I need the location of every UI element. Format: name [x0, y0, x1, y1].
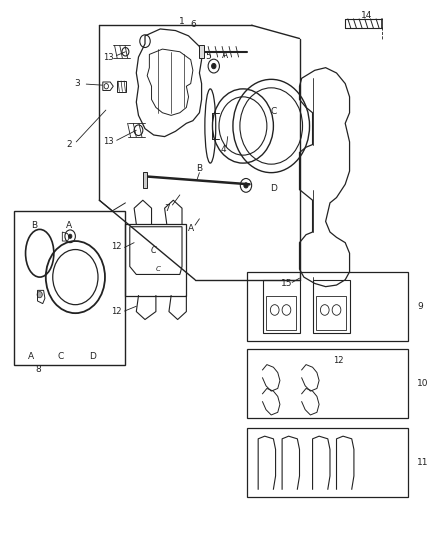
Text: C: C [155, 266, 160, 272]
Text: 10: 10 [417, 378, 428, 387]
Text: 7: 7 [164, 204, 170, 213]
Bar [247, 428, 408, 497]
Text: B: B [196, 164, 202, 173]
Text: 13: 13 [102, 138, 113, 147]
Circle shape [68, 234, 72, 238]
Polygon shape [143, 172, 147, 188]
Text: 5: 5 [206, 52, 212, 61]
Text: 13: 13 [102, 53, 113, 62]
Text: 2: 2 [66, 140, 72, 149]
Bar [14, 211, 125, 365]
Text: C: C [270, 107, 276, 116]
Text: 12: 12 [112, 243, 122, 252]
Text: 15: 15 [281, 279, 292, 288]
Circle shape [37, 292, 42, 298]
Circle shape [244, 183, 248, 188]
Text: B: B [31, 221, 37, 230]
Text: 12: 12 [333, 357, 344, 366]
Text: A: A [66, 221, 72, 230]
Text: 14: 14 [361, 11, 373, 20]
Text: D: D [270, 183, 277, 192]
Text: A: A [187, 224, 194, 233]
Text: 1: 1 [179, 17, 185, 26]
Polygon shape [198, 45, 204, 58]
Text: C: C [57, 352, 63, 361]
Text: 11: 11 [417, 458, 428, 467]
Text: D: D [89, 352, 96, 361]
Text: 3: 3 [74, 79, 81, 88]
Bar [247, 272, 408, 341]
Text: A: A [28, 352, 34, 361]
Text: 4: 4 [221, 146, 226, 155]
Circle shape [212, 63, 216, 69]
Text: A: A [222, 51, 228, 60]
Text: 6: 6 [190, 20, 196, 29]
Text: 12: 12 [112, 307, 122, 316]
Text: C: C [151, 246, 157, 255]
Text: 8: 8 [35, 366, 41, 374]
Text: 9: 9 [417, 302, 423, 311]
Bar [247, 349, 408, 418]
